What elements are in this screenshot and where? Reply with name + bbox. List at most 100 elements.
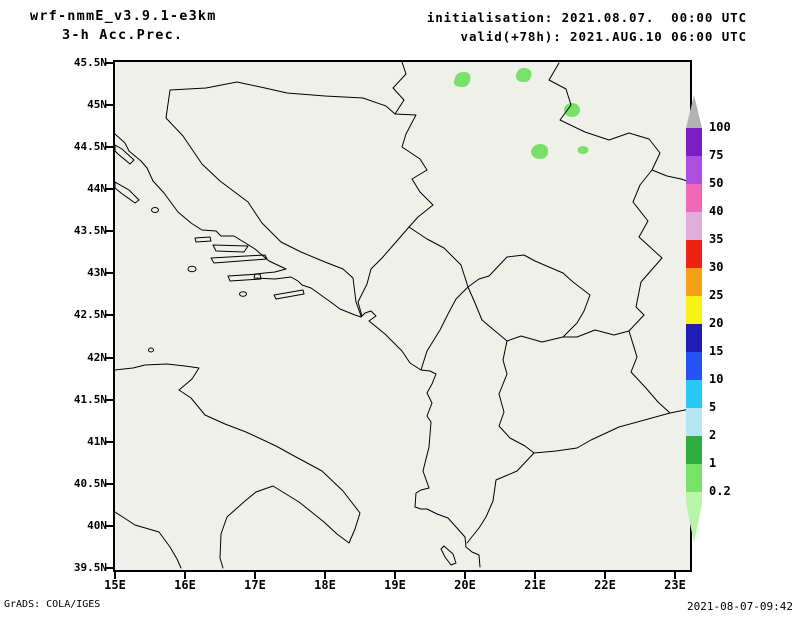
precipitation-shading — [453, 67, 589, 159]
lat-tick-mark — [106, 566, 113, 569]
colorbar-label-40: 40 — [709, 204, 724, 218]
lat-tick-label-42.5N: 42.5N — [73, 308, 107, 322]
lat-tick-label-39.5N: 39.5N — [73, 560, 107, 574]
colorbar-segment-below-0.2 — [686, 492, 702, 543]
lat-tick-label-42N: 42N — [87, 350, 107, 364]
border-bosnia-montenegro — [357, 226, 410, 317]
lat-tick-mark — [106, 398, 113, 401]
lon-tick-label-17E: 17E — [244, 578, 266, 592]
precip-area — [531, 144, 549, 159]
island-pag — [114, 144, 135, 165]
lat-tick-mark — [106, 272, 113, 275]
precip-area — [515, 67, 532, 83]
colorbar-label-25: 25 — [709, 288, 724, 302]
lon-tick-label-19E: 19E — [384, 578, 406, 592]
lat-tick-label-45.5N: 45.5N — [73, 56, 107, 69]
island-corfu — [440, 545, 457, 566]
colorbar-segment-15-20 — [686, 324, 702, 352]
precip-area — [453, 71, 471, 88]
colorbar-segment-50-75 — [686, 156, 702, 184]
border-croatia-serbia-danube — [392, 61, 407, 115]
colorbar-segment-20-25 — [686, 296, 702, 324]
lat-tick-mark — [106, 482, 113, 485]
model-title: wrf-nmmE_v3.9.1-e3km — [30, 8, 217, 24]
lat-tick-label-41.5N: 41.5N — [73, 392, 107, 406]
coastline-italy-adriatic — [114, 363, 361, 569]
precip-area — [577, 146, 589, 154]
adriatic-islands — [114, 144, 457, 566]
island-hvar — [210, 254, 268, 264]
lon-tick-label-20E: 20E — [454, 578, 476, 592]
lat-tick-label-44.5N: 44.5N — [73, 140, 107, 154]
island-dugi-otok — [114, 181, 140, 204]
colorbar-scale — [686, 95, 702, 543]
colorbar-segment-75-100 — [686, 128, 702, 156]
lat-tick-label-45N: 45N — [87, 98, 107, 112]
colorbar-label-50: 50 — [709, 176, 724, 190]
colorbar-label-1: 1 — [709, 456, 717, 470]
map-canvas — [114, 61, 691, 569]
lat-tick-label-44N: 44N — [87, 182, 107, 196]
lat-tick-label-40.5N: 40.5N — [73, 476, 107, 490]
colorbar-segment-35-40 — [686, 212, 702, 240]
lat-tick-mark — [106, 356, 113, 359]
colorbar-label-15: 15 — [709, 344, 724, 358]
lat-tick-mark — [106, 440, 113, 443]
colorbar-segment-0.2-1 — [686, 464, 702, 492]
run-info: initialisation: 2021.08.07. 00:00 UTC va… — [427, 8, 747, 46]
border-sava-north-bosnia — [169, 81, 396, 115]
border-macedonia-bulgaria — [628, 330, 671, 414]
precip-area — [564, 103, 580, 117]
map-frame — [113, 60, 692, 572]
lat-tick-label-41N: 41N — [87, 434, 107, 448]
lon-tick-label-15E: 15E — [104, 578, 126, 592]
lat-tick-label-40N: 40N — [87, 518, 107, 532]
colorbar-segment-1-2 — [686, 436, 702, 464]
colorbar-segment-2-5 — [686, 408, 702, 436]
coastline-italy-tyrrhenian — [114, 511, 182, 569]
lat-tick-mark — [106, 62, 113, 64]
colorbar-segment-above-100 — [686, 95, 702, 128]
lat-tick-label-43N: 43N — [87, 266, 107, 280]
lon-tick-label-18E: 18E — [314, 578, 336, 592]
colorbar-label-100: 100 — [709, 120, 731, 134]
lat-tick-mark — [106, 188, 113, 191]
colorbar-label-10: 10 — [709, 372, 724, 386]
island-tremiti — [148, 347, 154, 353]
lon-tick-label-16E: 16E — [174, 578, 196, 592]
lat-tick-mark — [106, 104, 113, 107]
lat-tick-mark — [106, 314, 113, 317]
island-brac — [212, 244, 249, 253]
colorbar-label-0.2: 0.2 — [709, 484, 731, 498]
initialisation-time: initialisation: 2021.08.07. 00:00 UTC — [426, 10, 747, 25]
border-serbia-bulgaria — [628, 169, 663, 332]
border-albania-macedonia — [498, 340, 535, 454]
valid-time: valid(+78h): 2021.AUG.10 06:00 UTC — [460, 29, 747, 44]
product-title: 3-h Acc.Prec. — [62, 27, 184, 43]
colorbar-segment-30-35 — [686, 240, 702, 268]
lon-tick-label-22E: 22E — [594, 578, 616, 592]
border-serbia-macedonia — [562, 329, 630, 338]
border-kosovo — [467, 254, 591, 343]
border-serbia-romania-danube — [548, 62, 691, 183]
island-lastovo — [239, 291, 247, 297]
colorbar-segment-5-10 — [686, 380, 702, 408]
coastline-adriatic-east — [114, 133, 481, 568]
border-greece-macedonia — [533, 412, 671, 454]
colorbar-label-2: 2 — [709, 428, 717, 442]
border-greece-albania — [466, 452, 535, 544]
lat-tick-mark — [106, 146, 113, 149]
lat-tick-label-43.5N: 43.5N — [73, 224, 107, 238]
border-drina-serbia-montenegro — [394, 113, 469, 288]
island-vis — [187, 265, 197, 273]
colorbar-label-35: 35 — [709, 232, 724, 246]
lat-tick-mark — [106, 524, 113, 527]
creation-timestamp: 2021-08-07-09:42 — [687, 600, 793, 613]
lat-tick-mark — [106, 230, 113, 233]
lon-tick-label-21E: 21E — [524, 578, 546, 592]
grads-credit: GrADS: COLA/IGES — [4, 599, 101, 610]
border-montenegro-albania — [420, 286, 469, 371]
colorbar-legend: 100 75 50 40 35 30 25 20 15 10 5 2 1 0.2 — [684, 92, 759, 557]
lon-tick-label-23E: 23E — [664, 578, 686, 592]
